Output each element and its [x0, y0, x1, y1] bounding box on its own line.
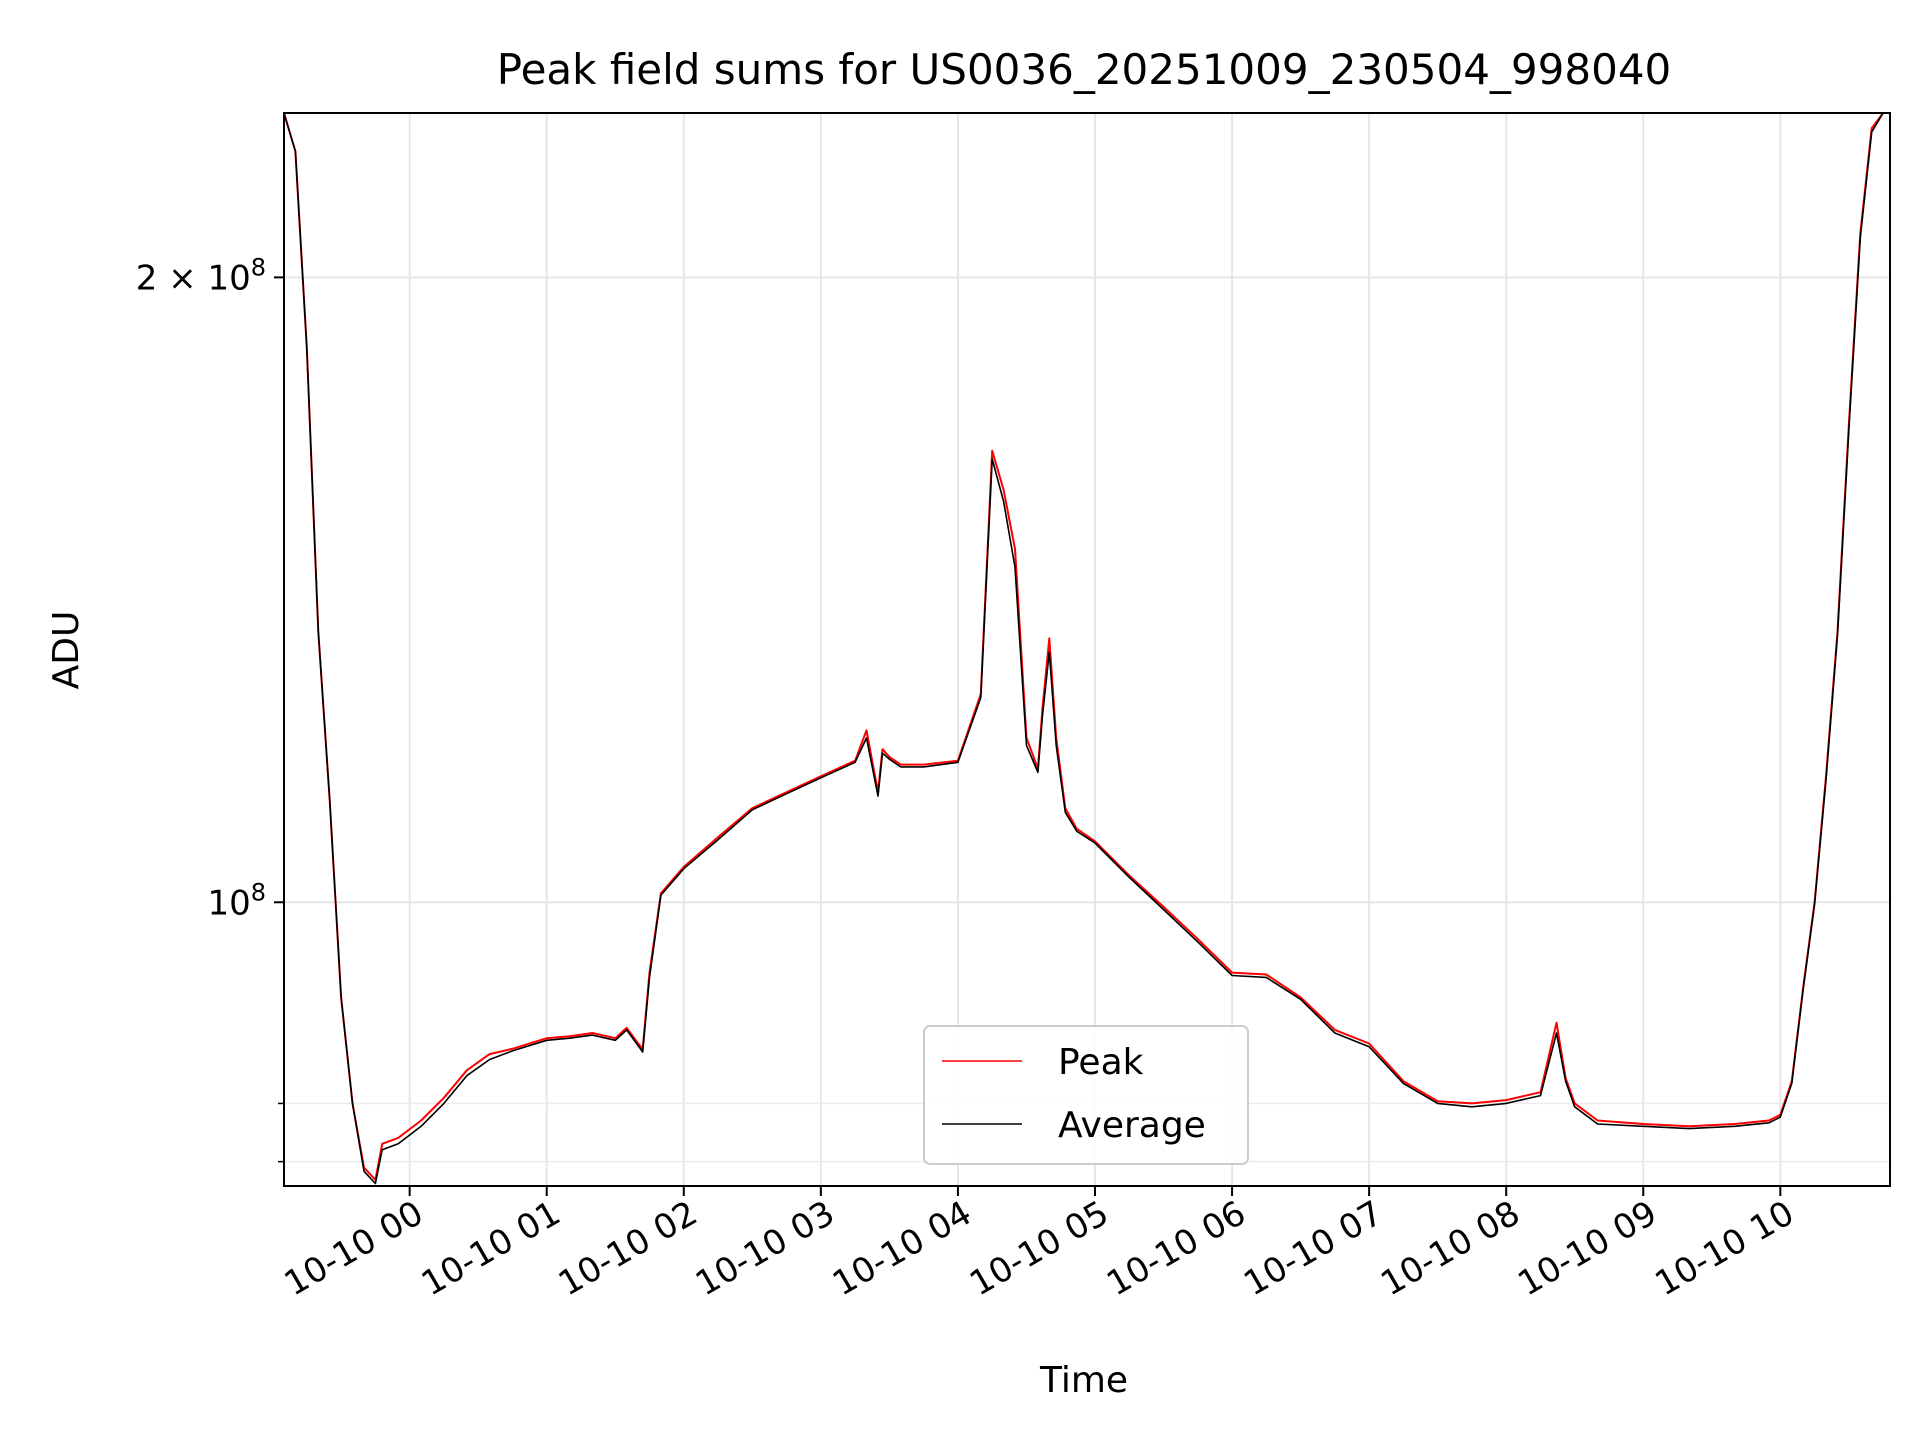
plot-frame: [283, 112, 1891, 1187]
legend-label-average: Average: [1058, 1105, 1206, 1146]
y-tick-label: 2 × 108: [136, 253, 266, 298]
legend: Peak Average: [923, 1025, 1249, 1165]
x-axis-label: Time: [1039, 1360, 1128, 1401]
series-line-average: [284, 113, 1884, 1185]
legend-label-peak: Peak: [1058, 1042, 1144, 1083]
chart-title: Peak field sums for US0036_20251009_2305…: [497, 45, 1672, 94]
y-axis-label: ADU: [46, 611, 87, 690]
y-axis-ticks: 108 2 × 108: [136, 253, 284, 1163]
series-layer: [284, 113, 1884, 1185]
series-line-peak: [284, 113, 1884, 1181]
y-tick-label: 108: [207, 878, 266, 923]
